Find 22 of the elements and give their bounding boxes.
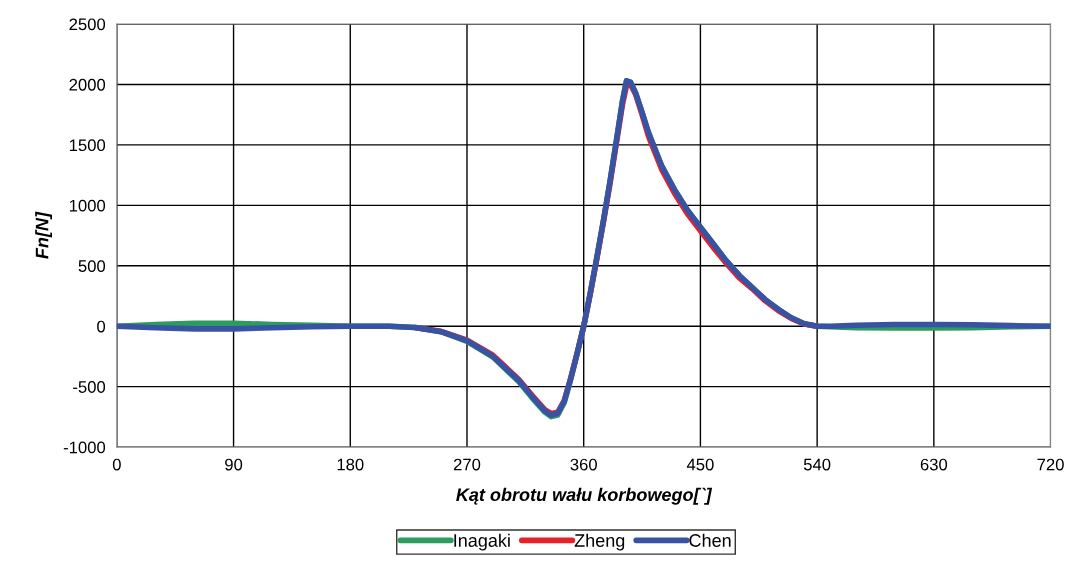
y-tick-label: 2000 — [69, 78, 106, 91]
x-tick-label: 360 — [570, 458, 597, 471]
legend-label: Zheng — [574, 533, 625, 551]
legend-label: Inagaki — [454, 533, 510, 551]
x-tick-label: 450 — [686, 458, 714, 471]
y-tick-label: 1000 — [69, 199, 106, 212]
x-tick-label: 90 — [225, 458, 243, 471]
y-tick-label: 0 — [97, 320, 106, 333]
x-tick-label: 270 — [453, 458, 481, 471]
y-tick-label: 500 — [78, 260, 106, 272]
x-tick-label: 0 — [112, 458, 121, 471]
y-tick-label: 2500 — [69, 18, 106, 31]
y-tick-label: -500 — [73, 381, 106, 393]
y-tick-label: 1500 — [69, 139, 106, 152]
x-axis-title: Kąt obrotu wału korbowego[`] — [456, 487, 713, 505]
legend-label: Chen — [689, 533, 731, 547]
y-tick-label: -1000 — [63, 441, 106, 454]
x-tick-label: 180 — [337, 458, 364, 471]
x-tick-label: 720 — [1037, 458, 1064, 471]
x-tick-label: 540 — [803, 458, 831, 471]
y-axis-title: Fn[N] — [35, 211, 52, 259]
x-tick-label: 630 — [920, 458, 948, 471]
